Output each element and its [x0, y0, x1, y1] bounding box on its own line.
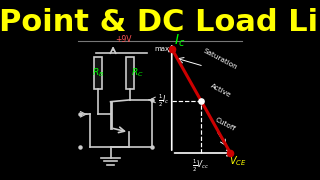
Text: $V_{CE}$: $V_{CE}$	[229, 154, 247, 168]
Text: $\frac{1}{2}V_{cc}$: $\frac{1}{2}V_{cc}$	[192, 158, 210, 174]
Text: Active: Active	[210, 82, 233, 98]
Bar	[94, 57, 102, 89]
Text: Q-Point & DC Load Line: Q-Point & DC Load Line	[0, 8, 320, 37]
Text: Saturation: Saturation	[202, 48, 238, 71]
Text: Cutoff: Cutoff	[215, 117, 237, 133]
Text: $\frac{1}{2}I_c$: $\frac{1}{2}I_c$	[158, 93, 169, 109]
Bar	[126, 57, 134, 89]
Text: max: max	[154, 46, 169, 52]
Text: +9V: +9V	[116, 35, 132, 44]
Text: $I_c$: $I_c$	[174, 32, 186, 49]
Text: $R_B$: $R_B$	[92, 67, 104, 79]
Text: $R_C$: $R_C$	[131, 67, 144, 79]
